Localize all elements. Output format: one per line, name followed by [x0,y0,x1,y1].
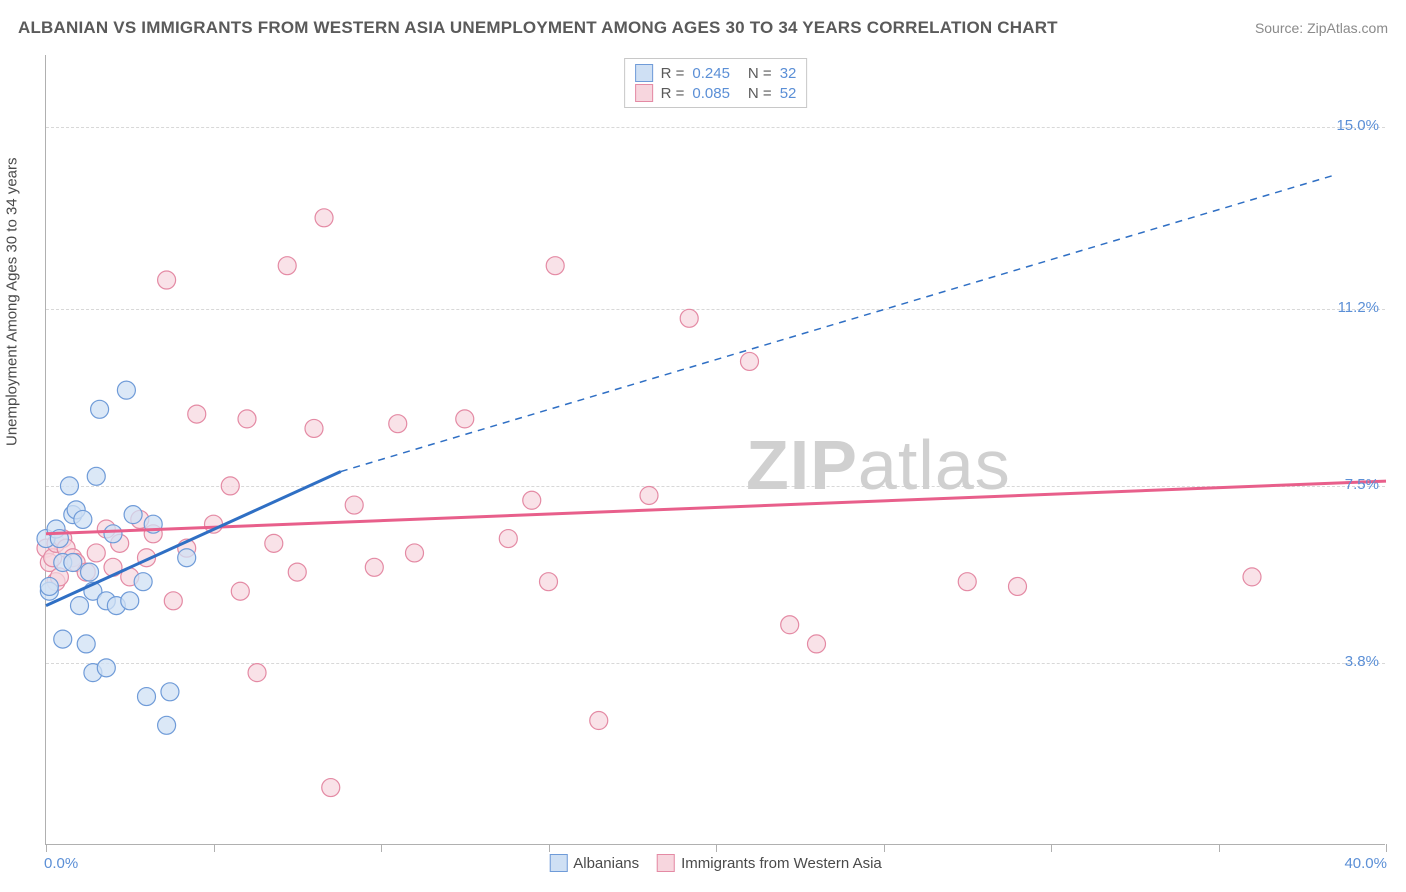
data-point [741,352,759,370]
legend-bottom: Albanians Immigrants from Western Asia [549,854,882,872]
data-point [178,549,196,567]
x-tick [381,844,382,852]
data-point [81,563,99,581]
y-tick-label: 15.0% [1336,117,1379,134]
data-point [161,683,179,701]
data-point [104,525,122,543]
data-point [74,510,92,528]
data-point [54,630,72,648]
data-point [134,573,152,591]
data-point [238,410,256,428]
x-tick [1051,844,1052,852]
y-axis-label: Unemployment Among Ages 30 to 34 years [4,157,21,446]
data-point [87,544,105,562]
data-point [288,563,306,581]
y-tick-label: 3.8% [1345,653,1379,670]
trend-line-immigrants [46,481,1386,534]
legend-swatch-albanians [635,64,653,82]
y-tick-label: 7.5% [1345,476,1379,493]
trend-line-albanians-dashed [341,175,1336,472]
legend-bottom-label-1: Albanians [573,855,639,872]
data-point [640,486,658,504]
data-point [71,597,89,615]
data-point [322,779,340,797]
data-point [278,257,296,275]
data-point [305,419,323,437]
x-tick [716,844,717,852]
legend-r-label: R = [661,65,685,82]
data-point [389,415,407,433]
x-tick [884,844,885,852]
data-point [117,381,135,399]
legend-n-label: N = [748,65,772,82]
data-point [87,467,105,485]
x-tick [549,844,550,852]
legend-r-value-2: 0.085 [692,85,730,102]
x-tick [1219,844,1220,852]
legend-n-value-1: 32 [780,65,797,82]
data-point [315,209,333,227]
data-point [781,616,799,634]
plot-area: ZIPatlas R = 0.245 N = 32 R = 0.085 N = … [45,55,1385,845]
data-point [958,573,976,591]
legend-r-label-2: R = [661,85,685,102]
data-point [1009,577,1027,595]
data-point [456,410,474,428]
x-axis-min-label: 0.0% [44,855,78,872]
legend-n-value-2: 52 [780,85,797,102]
data-point [188,405,206,423]
data-point [138,688,156,706]
legend-r-value-1: 0.245 [692,65,730,82]
data-point [1243,568,1261,586]
data-point [590,712,608,730]
legend-top-row-1: R = 0.245 N = 32 [635,63,797,83]
x-axis-max-label: 40.0% [1344,855,1387,872]
data-point [680,309,698,327]
data-point [64,554,82,572]
trend-line-albanians-solid [46,472,341,606]
x-tick [214,844,215,852]
data-point [406,544,424,562]
title-bar: ALBANIAN VS IMMIGRANTS FROM WESTERN ASIA… [18,18,1388,38]
data-point [345,496,363,514]
source-label: Source: ZipAtlas.com [1255,20,1388,36]
data-point [499,530,517,548]
data-point [523,491,541,509]
data-point [91,400,109,418]
legend-bottom-item-2: Immigrants from Western Asia [657,854,882,872]
data-point [40,577,58,595]
data-point [124,506,142,524]
legend-bottom-label-2: Immigrants from Western Asia [681,855,882,872]
data-point [158,271,176,289]
data-point [808,635,826,653]
legend-bottom-swatch-1 [549,854,567,872]
data-point [540,573,558,591]
data-point [546,257,564,275]
data-point [77,635,95,653]
data-point [121,592,139,610]
data-point [231,582,249,600]
y-tick-label: 11.2% [1338,299,1379,316]
legend-top-row-2: R = 0.085 N = 52 [635,83,797,103]
x-tick [46,844,47,852]
x-tick [1386,844,1387,852]
data-point [60,477,78,495]
legend-swatch-immigrants [635,84,653,102]
legend-top: R = 0.245 N = 32 R = 0.085 N = 52 [624,58,808,108]
data-point [158,716,176,734]
data-point [97,659,115,677]
legend-n-label-2: N = [748,85,772,102]
chart-title: ALBANIAN VS IMMIGRANTS FROM WESTERN ASIA… [18,18,1058,38]
data-point [221,477,239,495]
legend-bottom-swatch-2 [657,854,675,872]
legend-bottom-item-1: Albanians [549,854,639,872]
data-point [248,664,266,682]
data-point [365,558,383,576]
data-point [265,534,283,552]
data-point [164,592,182,610]
scatter-svg [46,55,1385,844]
